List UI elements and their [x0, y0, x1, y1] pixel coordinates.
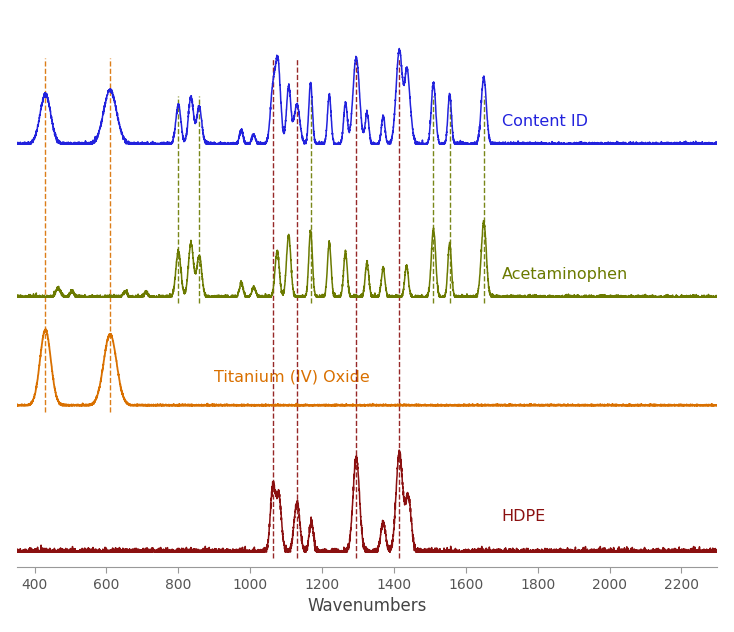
X-axis label: Wavenumbers: Wavenumbers: [308, 597, 426, 616]
Text: Content ID: Content ID: [502, 114, 588, 129]
Text: Titanium (IV) Oxide: Titanium (IV) Oxide: [214, 370, 370, 385]
Text: HDPE: HDPE: [502, 509, 546, 524]
Text: Acetaminophen: Acetaminophen: [502, 267, 628, 282]
